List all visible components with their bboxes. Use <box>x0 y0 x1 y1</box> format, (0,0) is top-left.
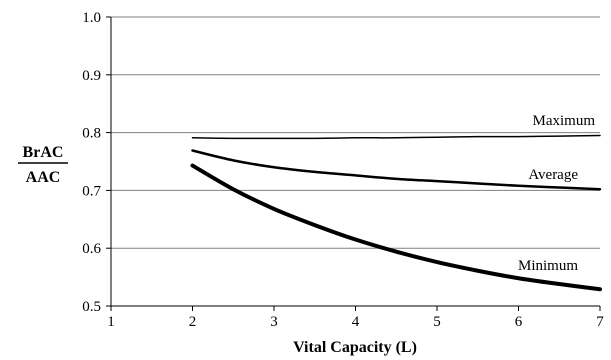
series-line-maximum <box>191 134 601 140</box>
x-tick-label-3: 4 <box>352 314 360 330</box>
gridlines <box>111 16 600 249</box>
y-tick-label-1: 0.6 <box>82 241 101 257</box>
y-tick-label-0: 0.5 <box>82 299 101 315</box>
series-line-average <box>191 149 602 191</box>
series-label-maximum: Maximum <box>533 113 596 129</box>
x-axis-label: Vital Capacity (L) <box>293 339 417 356</box>
x-tick-label-6: 7 <box>596 314 604 330</box>
y-axis-label-bottom: AAC <box>26 169 61 186</box>
y-tick-label-3: 0.8 <box>82 126 101 142</box>
x-tick-labels: 1 2 3 4 5 6 7 <box>107 306 604 330</box>
y-tick-labels: 0.5 0.6 0.7 0.8 0.9 1.0 <box>82 10 111 315</box>
y-tick-label-2: 0.7 <box>82 183 101 199</box>
y-axis-label-top: BrAC <box>23 144 64 161</box>
series-labels: Maximum Average Minimum <box>518 113 595 274</box>
x-tick-label-2: 3 <box>270 314 278 330</box>
x-tick-label-4: 5 <box>433 314 441 330</box>
x-tick-label-0: 1 <box>107 314 115 330</box>
series-line-minimum <box>190 163 602 292</box>
y-tick-label-4: 0.9 <box>82 68 101 84</box>
y-tick-label-5: 1.0 <box>82 10 101 26</box>
x-tick-label-5: 6 <box>515 314 523 330</box>
series-lines <box>190 134 602 292</box>
series-label-minimum: Minimum <box>518 258 578 274</box>
x-tick-label-1: 2 <box>189 314 197 330</box>
series-label-average: Average <box>528 167 578 183</box>
